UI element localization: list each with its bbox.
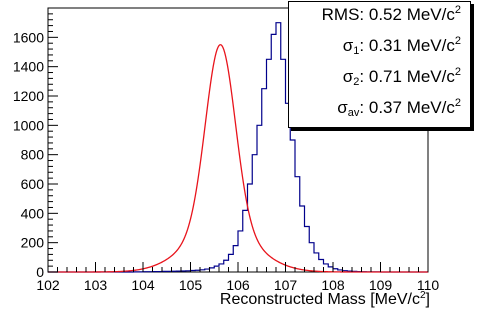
y-tick-label: 1000 <box>13 117 44 133</box>
stat-sigma2-unit-sup: 2 <box>454 66 461 78</box>
stat-sigma2-label: σ <box>342 67 354 86</box>
stat-sigma1-unit-sup: 2 <box>454 35 461 47</box>
stat-sigma2-sub: 2 <box>353 76 360 88</box>
x-tick-label: 105 <box>179 277 203 293</box>
x-tick-label: 102 <box>36 277 60 293</box>
y-tick-label: 200 <box>21 235 45 251</box>
y-tick-label: 1600 <box>13 29 44 45</box>
x-tick-label: 107 <box>274 277 298 293</box>
stat-sigma1: σ1: 0.31 MeV/c2 <box>342 35 461 57</box>
x-tick-label: 104 <box>131 277 155 293</box>
stat-sigma-av-sub: av <box>347 107 360 119</box>
y-tick-label: 0 <box>36 264 44 280</box>
tick-layer: 102 103 104 105 106 107 108 109 110 0 200 400 600 800… <box>13 7 440 293</box>
stat-sigma1-unit: MeV/c <box>406 36 455 55</box>
stat-sigma-av-value: 0.37 <box>368 98 402 117</box>
stat-sigma1-sub: 1 <box>353 45 360 57</box>
x-axis-title-end: ] <box>425 291 430 308</box>
stat-sigma-av: σav: 0.37 MeV/c2 <box>337 97 461 119</box>
stat-rms-unit-sup: 2 <box>454 4 461 16</box>
fit-curve <box>48 44 428 273</box>
stat-rms-unit: MeV/c <box>406 5 455 24</box>
x-tick-label: 109 <box>369 277 393 293</box>
x-axis-title: Reconstructed Mass [MeV/c2] <box>220 291 430 309</box>
stat-sigma2: σ2: 0.71 MeV/c2 <box>342 66 461 88</box>
y-tick-label: 400 <box>21 205 45 221</box>
x-axis-title-main: Reconstructed Mass [MeV/c <box>219 291 420 308</box>
y-tick-label: 1400 <box>13 59 44 75</box>
y-tick-label: 800 <box>21 147 45 163</box>
stat-sigma2-unit: MeV/c <box>406 67 455 86</box>
stat-sigma1-value: 0.31 <box>368 36 402 55</box>
y-tick-label: 1200 <box>13 88 44 104</box>
y-tick-label: 600 <box>21 176 45 192</box>
stat-sigma-av-unit: MeV/c <box>406 98 455 117</box>
stats-box: RMS: 0.52 MeV/c2 σ1: 0.31 MeV/c2 σ2: 0.7… <box>288 1 471 128</box>
x-axis-title-sup: 2 <box>419 290 426 301</box>
stat-sigma-av-unit-sup: 2 <box>454 97 461 109</box>
x-tick-label: 103 <box>84 277 108 293</box>
fit-curve-layer <box>48 44 428 273</box>
stat-rms: RMS: 0.52 MeV/c2 <box>321 4 461 25</box>
x-tick-label: 108 <box>321 277 345 293</box>
stat-sigma1-label: σ <box>342 36 354 55</box>
x-tick-label: 110 <box>417 277 440 293</box>
stat-rms-label: RMS <box>321 5 360 24</box>
stat-sigma2-value: 0.71 <box>368 67 402 86</box>
stat-rms-value: 0.52 <box>368 5 402 24</box>
stat-sigma-av-label: σ <box>337 98 348 117</box>
x-tick-label: 106 <box>226 277 250 293</box>
